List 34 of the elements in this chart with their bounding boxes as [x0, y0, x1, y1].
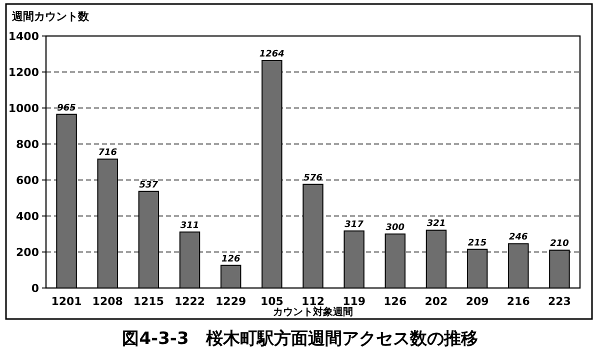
y-tick-label: 600 [16, 174, 40, 187]
x-tick-label: 209 [466, 295, 489, 308]
y-axis-title: 週間カウント数 [11, 10, 90, 23]
data-label: 246 [508, 232, 528, 243]
text: 図4-3-3 桜木町駅方面週間アクセス数の推移 [122, 329, 478, 349]
x-tick-label: 1215 [133, 295, 164, 308]
data-label: 317 [344, 220, 364, 230]
x-tick-label: 223 [548, 295, 571, 308]
data-label: 716 [98, 148, 118, 158]
y-tick-label: 400 [16, 210, 40, 223]
y-tick-label: 1400 [8, 30, 40, 43]
y-tick-label: 200 [16, 246, 40, 259]
x-tick-label: 126 [384, 295, 407, 308]
data-label: 311 [180, 221, 200, 232]
x-tick-label: 105 [260, 295, 284, 308]
x-tick-label: 1229 [216, 295, 246, 308]
data-label: 210 [550, 239, 569, 250]
y-tick-label: 1200 [8, 66, 40, 79]
data-label: 300 [386, 223, 405, 233]
y-tick-label: 1000 [8, 102, 40, 115]
data-label: 1264 [259, 49, 284, 60]
x-tick-label: 119 [342, 295, 366, 308]
y-tick-label: 800 [16, 138, 40, 151]
data-label: 215 [468, 238, 487, 248]
data-label: 537 [139, 180, 159, 190]
y-tick-label: 0 [31, 282, 40, 295]
x-tick-label: 1222 [174, 295, 206, 308]
data-label: 321 [426, 219, 446, 230]
x-tick-label: 1208 [92, 295, 123, 308]
data-label: 126 [221, 254, 240, 264]
x-tick-label: 1201 [51, 295, 82, 308]
x-tick-label: 202 [424, 295, 448, 308]
x-axis-title: カウント対象週間 [273, 306, 353, 318]
x-tick-label: 216 [506, 295, 530, 308]
